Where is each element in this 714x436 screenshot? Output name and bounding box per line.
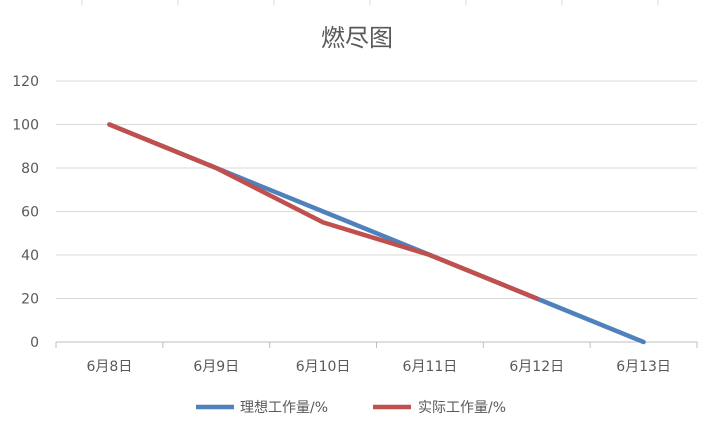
x-tick-label: 6月11日 — [403, 359, 458, 375]
y-tick-label: 60 — [21, 205, 39, 221]
legend: 理想工作量/% 实际工作量/% — [196, 400, 506, 416]
x-tick-label: 6月12日 — [509, 359, 564, 375]
chart-title: 燃尽图 — [321, 24, 393, 52]
y-tick-label: 80 — [21, 161, 39, 177]
x-tick-label: 6月13日 — [616, 359, 671, 375]
y-tick-label: 40 — [21, 248, 39, 264]
x-tick-label: 6月8日 — [87, 359, 133, 375]
x-tick-label: 6月9日 — [193, 359, 239, 375]
gridlines — [56, 80, 697, 343]
legend-label-1: 理想工作量/% — [240, 400, 328, 416]
y-tick-label: 0 — [30, 335, 39, 351]
x-axis: 6月8日 6月9日 6月10日 6月11日 6月12日 6月13日 — [55, 342, 698, 375]
x-tick-label: 6月10日 — [296, 359, 351, 375]
y-tick-label: 100 — [12, 118, 39, 134]
y-axis: 0 20 40 60 80 100 120 — [12, 74, 39, 351]
legend-label-2: 实际工作量/% — [418, 400, 506, 416]
spreadsheet-gridlines-top — [81, 0, 659, 5]
series-lines — [107, 122, 646, 345]
series-line-2 — [107, 122, 539, 301]
y-tick-label: 20 — [21, 292, 39, 308]
y-tick-label: 120 — [12, 74, 39, 90]
